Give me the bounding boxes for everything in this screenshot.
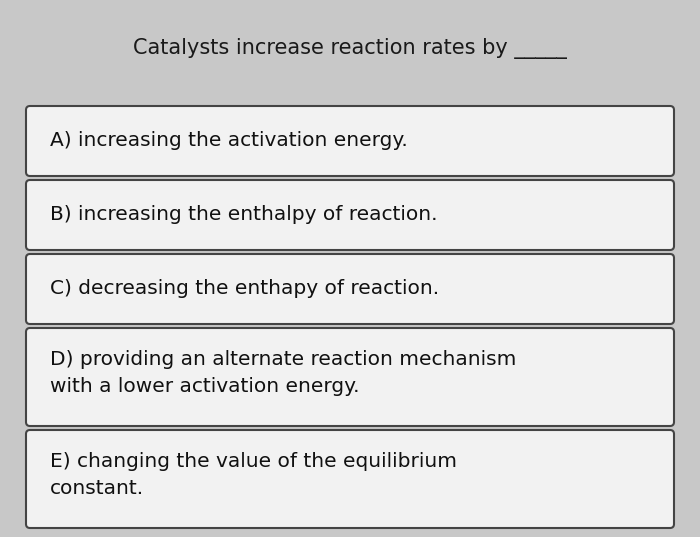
Text: Catalysts increase reaction rates by _____: Catalysts increase reaction rates by ___…	[133, 38, 567, 59]
FancyBboxPatch shape	[26, 254, 674, 324]
FancyBboxPatch shape	[26, 430, 674, 528]
Text: E) changing the value of the equilibrium
constant.: E) changing the value of the equilibrium…	[50, 452, 457, 497]
Text: A) increasing the activation energy.: A) increasing the activation energy.	[50, 132, 407, 150]
FancyBboxPatch shape	[26, 180, 674, 250]
FancyBboxPatch shape	[26, 106, 674, 176]
Text: C) decreasing the enthapy of reaction.: C) decreasing the enthapy of reaction.	[50, 279, 439, 299]
Text: B) increasing the enthalpy of reaction.: B) increasing the enthalpy of reaction.	[50, 206, 438, 224]
Text: D) providing an alternate reaction mechanism
with a lower activation energy.: D) providing an alternate reaction mecha…	[50, 350, 517, 395]
FancyBboxPatch shape	[26, 328, 674, 426]
